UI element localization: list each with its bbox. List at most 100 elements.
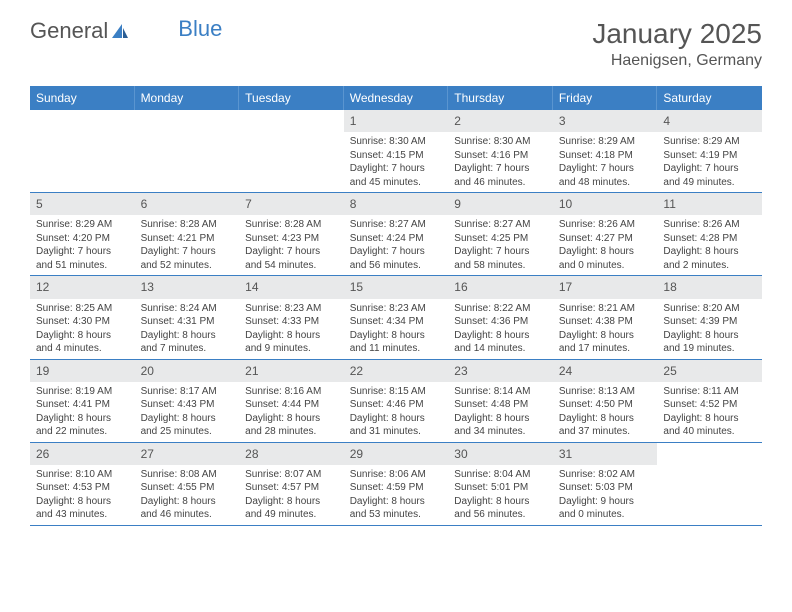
sunrise-line: Sunrise: 8:14 AM xyxy=(454,385,547,399)
sunrise-line: Sunrise: 8:21 AM xyxy=(559,302,652,316)
daylight-line: Daylight: 8 hours and 53 minutes. xyxy=(350,495,443,522)
sunrise-line: Sunrise: 8:17 AM xyxy=(141,385,234,399)
day-cell: 12Sunrise: 8:25 AMSunset: 4:30 PMDayligh… xyxy=(30,276,135,358)
day-number: 14 xyxy=(239,276,344,298)
sunset-line: Sunset: 4:30 PM xyxy=(36,315,129,329)
day-info: Sunrise: 8:16 AMSunset: 4:44 PMDaylight:… xyxy=(239,382,344,442)
daylight-line: Daylight: 8 hours and 28 minutes. xyxy=(245,412,338,439)
day-cell: . xyxy=(239,110,344,192)
day-cell: 30Sunrise: 8:04 AMSunset: 5:01 PMDayligh… xyxy=(448,443,553,525)
logo-text-blue: Blue xyxy=(178,16,222,42)
day-info: Sunrise: 8:06 AMSunset: 4:59 PMDaylight:… xyxy=(344,465,449,525)
day-number: 7 xyxy=(239,193,344,215)
day-info: Sunrise: 8:08 AMSunset: 4:55 PMDaylight:… xyxy=(135,465,240,525)
sunrise-line: Sunrise: 8:20 AM xyxy=(663,302,756,316)
day-cell: 29Sunrise: 8:06 AMSunset: 4:59 PMDayligh… xyxy=(344,443,449,525)
sunrise-line: Sunrise: 8:15 AM xyxy=(350,385,443,399)
day-number: 21 xyxy=(239,360,344,382)
day-cell: 5 Sunrise: 8:29 AMSunset: 4:20 PMDaylight… xyxy=(30,193,135,275)
day-number: 6 xyxy=(135,193,240,215)
day-number: 5 xyxy=(30,193,135,215)
day-number: 9 xyxy=(448,193,553,215)
daylight-line: Daylight: 8 hours and 17 minutes. xyxy=(559,329,652,356)
sunset-line: Sunset: 4:48 PM xyxy=(454,398,547,412)
day-cell: 22Sunrise: 8:15 AMSunset: 4:46 PMDayligh… xyxy=(344,360,449,442)
day-info: Sunrise: 8:07 AMSunset: 4:57 PMDaylight:… xyxy=(239,465,344,525)
sunrise-line: Sunrise: 8:29 AM xyxy=(36,218,129,232)
day-info: Sunrise: 8:29 AMSunset: 4:19 PMDaylight:… xyxy=(657,132,762,192)
day-info: Sunrise: 8:27 AMSunset: 4:25 PMDaylight:… xyxy=(448,215,553,275)
title-block: January 2025 Haenigsen, Germany xyxy=(592,18,762,70)
day-cell: 27Sunrise: 8:08 AMSunset: 4:55 PMDayligh… xyxy=(135,443,240,525)
daylight-line: Daylight: 8 hours and 49 minutes. xyxy=(245,495,338,522)
daylight-line: Daylight: 8 hours and 56 minutes. xyxy=(454,495,547,522)
sunrise-line: Sunrise: 8:28 AM xyxy=(141,218,234,232)
daylight-line: Daylight: 7 hours and 46 minutes. xyxy=(454,162,547,189)
daylight-line: Daylight: 8 hours and 2 minutes. xyxy=(663,245,756,272)
day-info: Sunrise: 8:30 AMSunset: 4:15 PMDaylight:… xyxy=(344,132,449,192)
sunrise-line: Sunrise: 8:23 AM xyxy=(350,302,443,316)
day-cell: . xyxy=(30,110,135,192)
day-cell: 11Sunrise: 8:26 AMSunset: 4:28 PMDayligh… xyxy=(657,193,762,275)
day-cell: 13Sunrise: 8:24 AMSunset: 4:31 PMDayligh… xyxy=(135,276,240,358)
sunset-line: Sunset: 4:25 PM xyxy=(454,232,547,246)
weekday-header-row: Sunday Monday Tuesday Wednesday Thursday… xyxy=(30,86,762,110)
daylight-line: Daylight: 7 hours and 45 minutes. xyxy=(350,162,443,189)
daylight-line: Daylight: 7 hours and 51 minutes. xyxy=(36,245,129,272)
sunset-line: Sunset: 4:21 PM xyxy=(141,232,234,246)
day-cell: 28Sunrise: 8:07 AMSunset: 4:57 PMDayligh… xyxy=(239,443,344,525)
sunrise-line: Sunrise: 8:13 AM xyxy=(559,385,652,399)
sunset-line: Sunset: 4:36 PM xyxy=(454,315,547,329)
day-cell: 7Sunrise: 8:28 AMSunset: 4:23 PMDaylight… xyxy=(239,193,344,275)
sunset-line: Sunset: 4:20 PM xyxy=(36,232,129,246)
daylight-line: Daylight: 7 hours and 49 minutes. xyxy=(663,162,756,189)
sunset-line: Sunset: 4:38 PM xyxy=(559,315,652,329)
day-info: Sunrise: 8:17 AMSunset: 4:43 PMDaylight:… xyxy=(135,382,240,442)
day-number: 2 xyxy=(448,110,553,132)
day-number: 20 xyxy=(135,360,240,382)
day-number: 19 xyxy=(30,360,135,382)
weekday-tuesday: Tuesday xyxy=(239,86,344,110)
daylight-line: Daylight: 8 hours and 0 minutes. xyxy=(559,245,652,272)
day-number: 3 xyxy=(553,110,658,132)
sunset-line: Sunset: 4:34 PM xyxy=(350,315,443,329)
day-number: 29 xyxy=(344,443,449,465)
day-number: 16 xyxy=(448,276,553,298)
daylight-line: Daylight: 8 hours and 9 minutes. xyxy=(245,329,338,356)
day-cell: 9Sunrise: 8:27 AMSunset: 4:25 PMDaylight… xyxy=(448,193,553,275)
sunset-line: Sunset: 4:57 PM xyxy=(245,481,338,495)
day-number: 27 xyxy=(135,443,240,465)
day-number: 26 xyxy=(30,443,135,465)
day-cell: . xyxy=(135,110,240,192)
daylight-line: Daylight: 8 hours and 14 minutes. xyxy=(454,329,547,356)
day-info: Sunrise: 8:22 AMSunset: 4:36 PMDaylight:… xyxy=(448,299,553,359)
week-row: 19Sunrise: 8:19 AMSunset: 4:41 PMDayligh… xyxy=(30,360,762,443)
day-info: Sunrise: 8:30 AMSunset: 4:16 PMDaylight:… xyxy=(448,132,553,192)
sunrise-line: Sunrise: 8:04 AM xyxy=(454,468,547,482)
weekday-sunday: Sunday xyxy=(30,86,135,110)
daylight-line: Daylight: 8 hours and 22 minutes. xyxy=(36,412,129,439)
weekday-friday: Friday xyxy=(553,86,658,110)
location: Haenigsen, Germany xyxy=(592,52,762,70)
logo: General Blue xyxy=(30,18,222,44)
day-info: Sunrise: 8:13 AMSunset: 4:50 PMDaylight:… xyxy=(553,382,658,442)
day-info: Sunrise: 8:23 AMSunset: 4:34 PMDaylight:… xyxy=(344,299,449,359)
calendar: Sunday Monday Tuesday Wednesday Thursday… xyxy=(30,86,762,526)
day-number: 12 xyxy=(30,276,135,298)
sunrise-line: Sunrise: 8:26 AM xyxy=(559,218,652,232)
day-number: 25 xyxy=(657,360,762,382)
sunset-line: Sunset: 4:55 PM xyxy=(141,481,234,495)
daylight-line: Daylight: 8 hours and 40 minutes. xyxy=(663,412,756,439)
day-cell: 16Sunrise: 8:22 AMSunset: 4:36 PMDayligh… xyxy=(448,276,553,358)
day-info: Sunrise: 8:02 AMSunset: 5:03 PMDaylight:… xyxy=(553,465,658,525)
sunrise-line: Sunrise: 8:28 AM xyxy=(245,218,338,232)
day-number: 23 xyxy=(448,360,553,382)
day-info: Sunrise: 8:14 AMSunset: 4:48 PMDaylight:… xyxy=(448,382,553,442)
sunrise-line: Sunrise: 8:02 AM xyxy=(559,468,652,482)
sunset-line: Sunset: 4:19 PM xyxy=(663,149,756,163)
day-cell: 19Sunrise: 8:19 AMSunset: 4:41 PMDayligh… xyxy=(30,360,135,442)
day-cell: 15Sunrise: 8:23 AMSunset: 4:34 PMDayligh… xyxy=(344,276,449,358)
sunrise-line: Sunrise: 8:27 AM xyxy=(350,218,443,232)
sunset-line: Sunset: 4:41 PM xyxy=(36,398,129,412)
day-cell: 2Sunrise: 8:30 AMSunset: 4:16 PMDaylight… xyxy=(448,110,553,192)
